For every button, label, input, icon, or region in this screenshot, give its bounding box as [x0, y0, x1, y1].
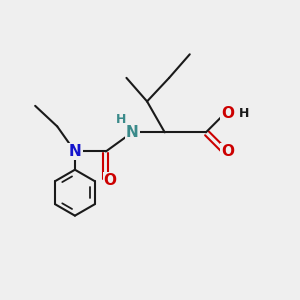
Text: O: O: [221, 106, 235, 121]
Text: N: N: [68, 144, 81, 159]
Text: H: H: [116, 113, 126, 127]
Text: H: H: [239, 107, 249, 120]
Text: N: N: [126, 125, 139, 140]
Text: O: O: [104, 173, 117, 188]
Text: O: O: [221, 144, 235, 159]
